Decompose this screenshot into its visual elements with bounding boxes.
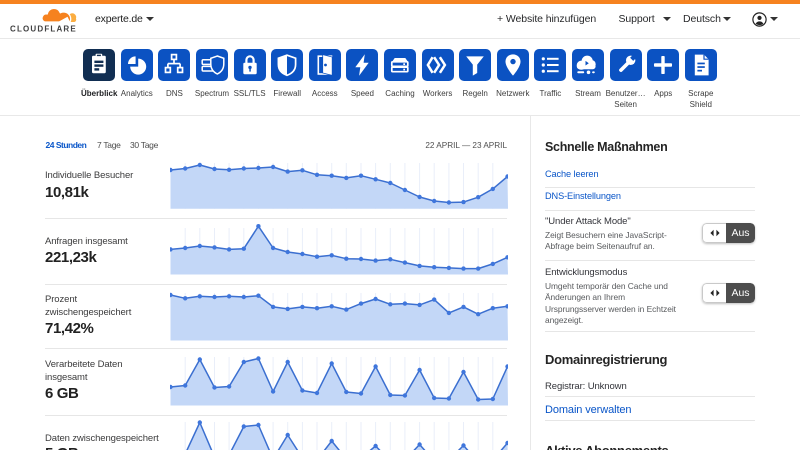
svg-text:CLOUDFLARE: CLOUDFLARE [10, 24, 77, 33]
